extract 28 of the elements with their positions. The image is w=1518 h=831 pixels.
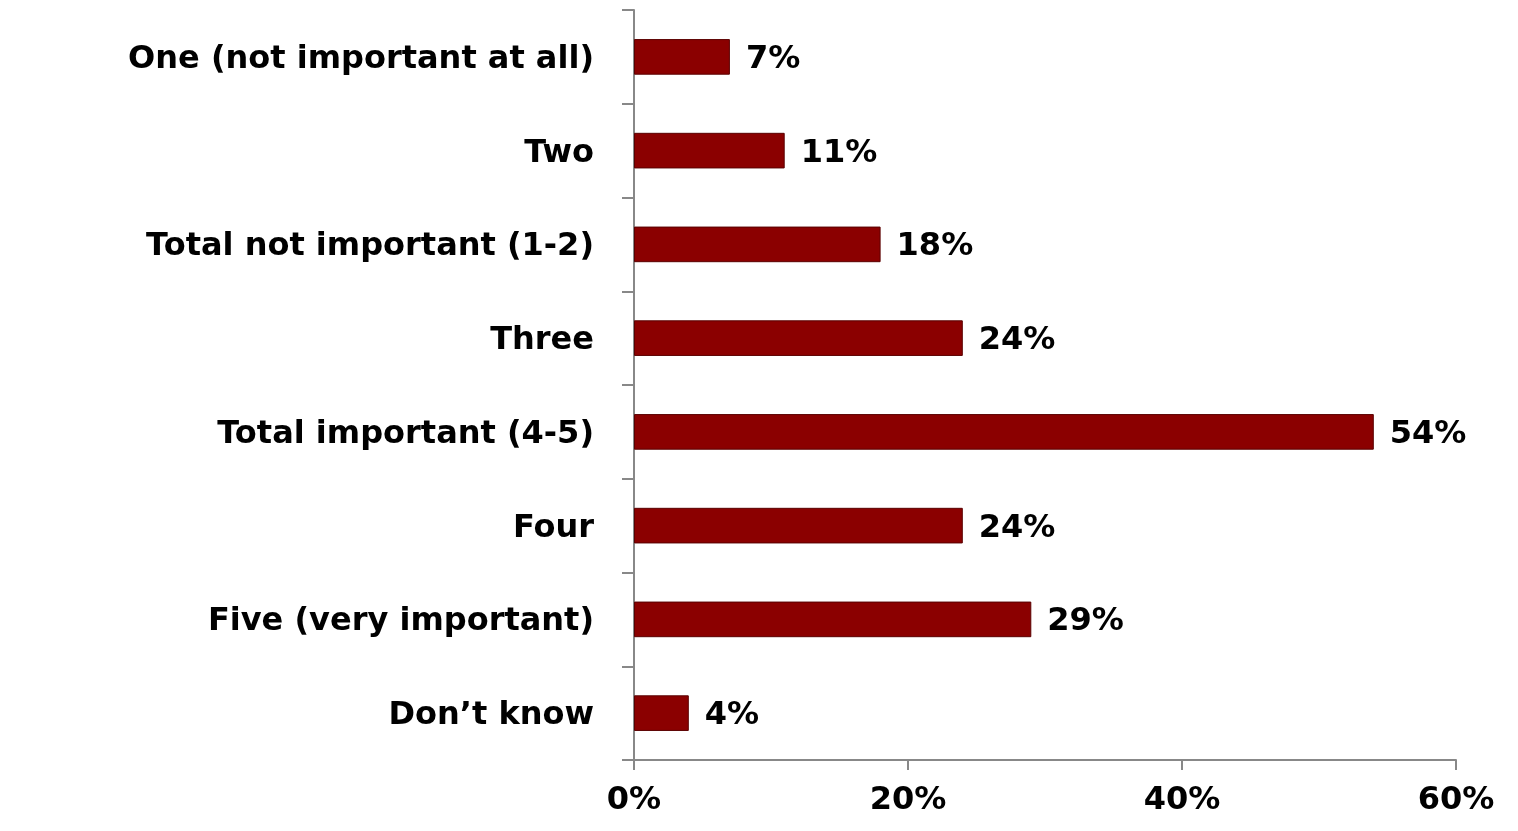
bar xyxy=(634,132,785,169)
y-tick-label: Total important (4-5) xyxy=(217,412,594,451)
bar xyxy=(634,320,963,356)
x-tick-label: 40% xyxy=(1143,779,1221,817)
data-label: 54% xyxy=(1389,412,1467,451)
y-tick-label: Two xyxy=(524,131,594,170)
x-tick-label: 60% xyxy=(1417,779,1495,817)
data-label: 11% xyxy=(800,131,878,170)
bar xyxy=(634,414,1374,450)
y-tick-label: Total not important (1-2) xyxy=(146,225,594,264)
data-label: 7% xyxy=(745,37,801,76)
data-label: 24% xyxy=(978,506,1056,545)
x-tick-label: 0% xyxy=(606,779,662,817)
bar xyxy=(634,695,689,731)
bar xyxy=(634,226,881,263)
bar xyxy=(634,601,1032,638)
y-tick-label: Five (very important) xyxy=(207,600,594,639)
data-label: 29% xyxy=(1047,600,1124,639)
x-tick-label: 20% xyxy=(869,779,947,817)
data-label: 18% xyxy=(896,225,974,264)
y-tick-label: Four xyxy=(512,506,595,545)
y-tick-label: Three xyxy=(490,319,594,358)
y-tick-label: Don’t know xyxy=(388,694,594,733)
bar xyxy=(634,39,730,75)
data-label: 24% xyxy=(978,319,1056,358)
y-tick-label: One (not important at all) xyxy=(128,37,594,76)
data-label: 4% xyxy=(704,694,760,733)
bar xyxy=(634,507,963,544)
